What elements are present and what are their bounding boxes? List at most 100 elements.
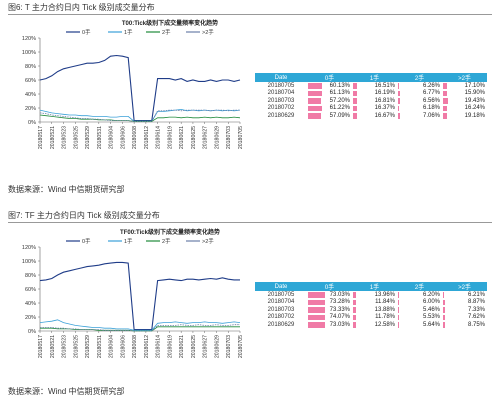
xtick-label-0-6: 20180604	[109, 126, 115, 149]
value-bar	[353, 314, 356, 320]
value-text: 73.28%	[329, 299, 350, 306]
value-text: 6.20%	[422, 291, 440, 298]
value-bar	[443, 83, 447, 89]
ytick-label-1-1: 20%	[25, 315, 36, 321]
table-value-cell: 6.20%	[397, 291, 442, 299]
series-line-0-0	[39, 54, 241, 122]
table-row: 20180705 60.13% 16.51% 6.26% 17.10%	[255, 82, 487, 90]
table-row: 20180704 61.13% 16.19% 6.77% 15.90%	[255, 90, 487, 98]
value-text: 6.26%	[422, 82, 440, 89]
table-value-cell: 11.84%	[352, 299, 397, 307]
xtick-label-1-3: 20180525	[73, 335, 79, 358]
table-date-cell: 20180703	[267, 97, 295, 104]
series-line-1-3	[40, 324, 240, 332]
value-bar	[398, 90, 400, 96]
table-value-cell: 12.58%	[352, 321, 397, 329]
value-text: 11.78%	[375, 314, 395, 321]
value-text: 19.43%	[464, 97, 485, 104]
table-row: 20180704 73.28% 11.84% 6.00% 8.87%	[255, 299, 487, 307]
value-text: 6.18%	[422, 105, 440, 112]
xtick-label-0-7: 20180606	[120, 126, 126, 149]
value-bar	[398, 83, 400, 89]
value-bar	[443, 98, 448, 104]
value-bar	[398, 98, 400, 104]
value-text: 60.13%	[329, 82, 350, 89]
ytick-label-0-5: 100%	[22, 50, 36, 56]
table-row: 20180703 73.33% 13.88% 5.46% 7.33%	[255, 306, 487, 314]
table-row: 20180702 61.22% 16.37% 6.18% 16.24%	[255, 105, 487, 113]
value-bar	[398, 292, 400, 298]
xtick-label-1-5: 20180531	[97, 335, 103, 358]
value-bar	[308, 299, 326, 305]
value-text: 17.10%	[464, 82, 485, 89]
table-value-cell: 6.21%	[442, 291, 487, 299]
value-text: 12.58%	[374, 321, 395, 328]
table-value-cell: 73.03%	[307, 291, 352, 299]
value-text: 13.96%	[374, 291, 395, 298]
xtick-label-0-14: 20180627	[203, 126, 209, 149]
xtick-label-0-17: 20180705	[238, 126, 244, 149]
figure-6-source: 数据来源：Wind 中信期货研究部	[8, 185, 125, 194]
table-value-cell: 7.06%	[397, 112, 442, 120]
table-row: 20180702 74.07% 11.78% 5.53% 7.62%	[255, 314, 487, 322]
value-text: 16.67%	[374, 112, 395, 119]
table-value-cell: 16.51%	[352, 82, 397, 90]
xtick-label-1-10: 20180614	[156, 335, 162, 358]
table-value-cell: 13.96%	[352, 291, 397, 299]
value-text: 16.51%	[374, 82, 395, 89]
value-bar	[443, 307, 445, 313]
table-row: 20180703 57.20% 16.81% 6.56% 19.43%	[255, 97, 487, 105]
xtick-label-1-11: 20180619	[167, 335, 173, 358]
xtick-label-0-5: 20180531	[97, 126, 103, 149]
xtick-label-1-14: 20180627	[203, 335, 209, 358]
xtick-label-1-16: 20180703	[226, 335, 232, 358]
xtick-label-1-7: 20180606	[120, 335, 126, 358]
value-bar	[353, 90, 357, 96]
value-bar	[353, 98, 357, 104]
legend-label-0-2: 2手	[162, 28, 171, 36]
value-text: 73.03%	[329, 291, 350, 298]
chart-6: 0手 1手 2手 >2手 0% 20% 40% 60% 80% 100% 120% 20180517 2…	[22, 28, 244, 149]
figure-7-caption: 图7: TF 主力合约日内 Tick 级别成交量分布	[8, 211, 160, 220]
table-header-row: Date 0手 1手 2手 >2手	[255, 73, 487, 82]
value-bar	[443, 314, 445, 320]
value-bar	[353, 105, 357, 111]
table-value-cell: 16.81%	[352, 97, 397, 105]
table-value-cell: 19.43%	[442, 97, 487, 105]
value-bar	[353, 307, 357, 313]
series-line-1-0	[39, 261, 240, 331]
table-date-cell: 20180704	[267, 90, 295, 97]
value-bar	[308, 314, 326, 320]
legend-label-1-2: 2手	[162, 237, 171, 245]
xtick-label-1-0: 20180517	[38, 335, 44, 358]
value-bar	[353, 113, 357, 119]
legend-label-0-1: 1手	[124, 28, 133, 36]
xtick-label-1-13: 20180625	[191, 335, 197, 358]
value-bar	[353, 292, 357, 298]
legend-label-0-0: 0手	[82, 28, 91, 36]
table-value-cell: 61.13%	[307, 90, 352, 98]
xtick-label-0-2: 20180523	[62, 126, 68, 149]
table-value-cell: 16.37%	[352, 105, 397, 113]
value-text: 5.53%	[422, 314, 440, 321]
xtick-label-0-11: 20180619	[167, 126, 173, 149]
value-bar	[443, 299, 446, 305]
table-date-cell: 20180704	[267, 299, 295, 306]
table-value-cell: 16.19%	[352, 90, 397, 98]
value-bar	[308, 322, 326, 328]
ytick-label-1-5: 100%	[22, 259, 36, 265]
value-bar	[398, 314, 400, 320]
ytick-label-1-4: 80%	[25, 273, 36, 279]
value-bar	[398, 307, 400, 313]
xtick-label-1-2: 20180523	[62, 335, 68, 358]
value-bar	[353, 299, 356, 305]
table-value-cell: 16.24%	[442, 105, 487, 113]
xtick-label-0-16: 20180703	[226, 126, 232, 149]
ytick-label-1-3: 60%	[25, 287, 36, 293]
value-bar	[398, 299, 400, 305]
xtick-label-0-13: 20180625	[191, 126, 197, 149]
table-7: Date 0手 1手 2手 >2手 20180705 73.03% 13.96% 6.20% 6.…	[255, 282, 487, 329]
value-text: 6.00%	[422, 299, 440, 306]
xtick-label-0-12: 20180621	[179, 126, 185, 149]
value-bar	[308, 292, 326, 298]
